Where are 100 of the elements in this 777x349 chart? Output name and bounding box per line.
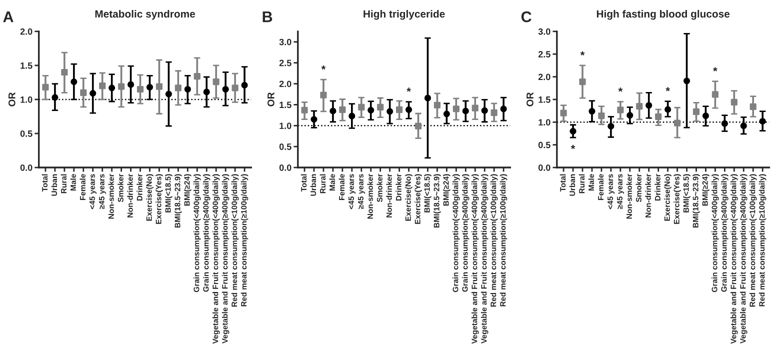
text: A (3, 12, 14, 22)
point (70, 78, 78, 86)
point (598, 112, 605, 120)
point (759, 118, 766, 125)
data-label: * (321, 65, 326, 70)
chart-title: Metabolic syndrome (95, 10, 196, 20)
point (692, 108, 700, 116)
point (424, 94, 432, 102)
y-tick-label: 1.5 (280, 102, 292, 108)
point (750, 103, 756, 110)
point (184, 86, 191, 93)
point (414, 122, 422, 130)
point (118, 83, 125, 90)
point (490, 109, 498, 116)
y-tick-label: 2.0 (20, 28, 32, 35)
point (136, 86, 144, 93)
point (646, 102, 652, 109)
point (348, 112, 356, 120)
point (396, 106, 403, 114)
y-axis-title: OR (268, 92, 274, 106)
y-tick-label: 2.5 (279, 60, 292, 66)
point (368, 106, 374, 114)
point (472, 104, 478, 112)
point (128, 81, 134, 88)
point (310, 116, 318, 123)
y-tick-label: 2.5 (538, 51, 550, 58)
y-tick-label: 0.5 (20, 130, 32, 137)
data-label: * (618, 88, 623, 92)
chart-title: High triglyceride (364, 10, 445, 20)
point (481, 107, 488, 114)
point (194, 73, 200, 80)
y-axis-title: OR (8, 92, 16, 106)
point (330, 108, 336, 114)
point (320, 92, 327, 98)
point (80, 89, 87, 96)
point (588, 108, 596, 115)
point (452, 106, 460, 112)
point (174, 84, 182, 92)
point (203, 88, 210, 96)
point (636, 102, 643, 110)
point (339, 106, 346, 114)
y-axis-title: OR (526, 92, 534, 106)
point (462, 108, 469, 114)
y-tick-label: 3.0 (538, 28, 550, 35)
point (712, 91, 718, 98)
point (730, 98, 738, 106)
y-tick-label: 1.5 (538, 96, 550, 103)
point (655, 113, 662, 120)
point (626, 112, 634, 119)
y-tick-label: 3.0 (279, 38, 292, 46)
point (222, 86, 229, 93)
y-tick-label: 0.0 (20, 164, 32, 171)
point (212, 78, 220, 86)
y-tick-label: 1.5 (20, 62, 32, 69)
y-tick-label: 0.0 (538, 164, 550, 171)
text: C (521, 11, 532, 22)
data-label: * (406, 88, 411, 92)
point (241, 82, 248, 88)
point (301, 106, 308, 114)
point (560, 110, 567, 116)
point (61, 68, 68, 76)
point (608, 122, 614, 130)
point (434, 102, 441, 108)
point (42, 84, 49, 91)
y-tick-label: 2.0 (279, 80, 292, 88)
data-label: * (666, 87, 670, 92)
data-label: * (580, 51, 585, 56)
point (99, 82, 106, 90)
point (156, 83, 163, 90)
point (579, 78, 586, 86)
point (377, 104, 384, 111)
point (405, 106, 412, 114)
y-tick-label: 1.0 (538, 119, 550, 126)
point (232, 84, 238, 92)
point (146, 84, 154, 91)
point (674, 120, 681, 126)
point (90, 90, 96, 97)
point (617, 106, 624, 114)
point (165, 90, 172, 98)
point (683, 78, 690, 84)
chart-title: High fasting blood glucose (596, 10, 730, 20)
point (52, 94, 58, 101)
y-tick-label: 0.5 (279, 144, 292, 150)
point (386, 108, 394, 115)
point (721, 120, 728, 127)
data-label: * (570, 144, 576, 150)
y-tick-label: 0.0 (279, 164, 292, 171)
data-label: * (713, 67, 718, 72)
text: B (262, 12, 272, 22)
y-tick-label: 1.0 (20, 96, 32, 103)
point (500, 106, 507, 112)
y-tick-label: 2.0 (538, 74, 550, 80)
point (740, 122, 747, 130)
point (570, 128, 576, 135)
point (664, 106, 672, 113)
point (702, 112, 710, 120)
point (443, 110, 450, 118)
point (108, 84, 116, 92)
point (358, 104, 365, 111)
y-tick-label: 0.5 (538, 142, 550, 148)
